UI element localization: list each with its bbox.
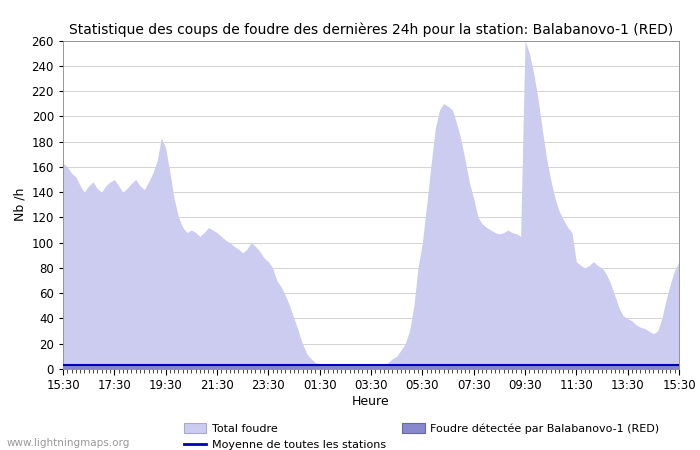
Legend: Total foudre, Moyenne de toutes les stations, Foudre détectée par Balabanovo-1 (: Total foudre, Moyenne de toutes les stat… <box>179 419 664 450</box>
Title: Statistique des coups de foudre des dernières 24h pour la station: Balabanovo-1 : Statistique des coups de foudre des dern… <box>69 22 673 36</box>
Text: www.lightningmaps.org: www.lightningmaps.org <box>7 438 130 448</box>
X-axis label: Heure: Heure <box>352 395 390 408</box>
Y-axis label: Nb /h: Nb /h <box>13 188 26 221</box>
